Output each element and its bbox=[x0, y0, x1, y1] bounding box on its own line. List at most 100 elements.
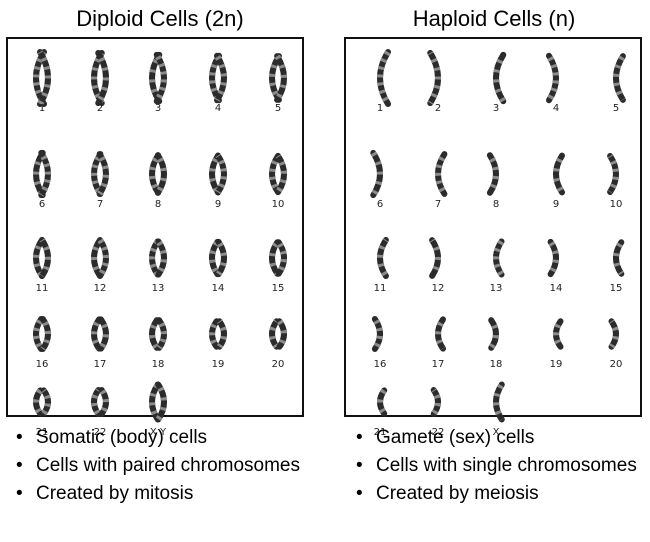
diploid-chromosome-17: 17 bbox=[70, 301, 130, 375]
haploid-chromosome-20: 20 bbox=[586, 301, 646, 375]
haploid-chromosome-graphic-12 bbox=[429, 237, 441, 279]
haploid-chromosome-graphic-5 bbox=[613, 53, 626, 103]
diploid-chromosome-label-8: 8 bbox=[154, 199, 162, 210]
haploid-chromosome-label-10: 10 bbox=[609, 199, 623, 210]
haploid-chromosome-label-3: 3 bbox=[492, 103, 500, 114]
diploid-chromosome-graphic-2 bbox=[91, 49, 109, 107]
diploid-chromosome-graphic-17 bbox=[91, 316, 109, 352]
haploid-chromosome-graphic-2 bbox=[427, 49, 441, 107]
haploid-chromosome-8: 8 bbox=[466, 141, 526, 215]
haploid-karyotype-panel: 1 2 3 4 5 6 7 8 9 10 11 12 13 14 15 16 17 18 19 20 21 22 X bbox=[344, 37, 642, 438]
diploid-bullet-3: Created by mitosis bbox=[10, 480, 310, 508]
diploid-chromosome-graphic-19 bbox=[209, 318, 227, 350]
haploid-chromosome-12: 12 bbox=[408, 225, 468, 299]
haploid-chromosome-label-14: 14 bbox=[549, 283, 563, 294]
diploid-chromosome-label-10: 10 bbox=[271, 199, 285, 210]
haploid-chromosome-label-11: 11 bbox=[373, 283, 387, 294]
haploid-chromosome-graphic-6 bbox=[370, 149, 383, 199]
diploid-chromosome-2: 2 bbox=[70, 45, 130, 119]
haploid-chromosome-5: 5 bbox=[586, 45, 646, 119]
haploid-chromosome-graphic-18 bbox=[488, 317, 499, 351]
diploid-chromosome-label-1: 1 bbox=[38, 103, 46, 114]
haploid-bullet-2: Cells with single chromosomes bbox=[350, 452, 650, 480]
haploid-chromosome-label-13: 13 bbox=[489, 283, 503, 294]
diploid-chromosome-graphic-1 bbox=[33, 49, 51, 107]
haploid-chromosome-graphic-15 bbox=[613, 239, 625, 277]
diploid-chromosome-3: 3 bbox=[128, 45, 188, 119]
haploid-chromosome-19: 19 bbox=[526, 301, 586, 375]
haploid-chromosome-label-17: 17 bbox=[431, 359, 445, 370]
diploid-chromosome-graphic-18 bbox=[149, 317, 167, 351]
diploid-title: Diploid Cells (2n) bbox=[76, 6, 244, 31]
diploid-chromosome-20: 20 bbox=[248, 301, 308, 375]
diploid-chromosome-13: 13 bbox=[128, 225, 188, 299]
diploid-karyotype-panel: 1 2 3 4 5 6 7 8 9 10 11 12 13 14 15 16 17 18 19 20 21 22 X Y bbox=[6, 37, 304, 438]
haploid-chromosome-label-1: 1 bbox=[376, 103, 384, 114]
diploid-chromosome-label-16: 16 bbox=[35, 359, 49, 370]
diploid-chromosome-label-20: 20 bbox=[271, 359, 285, 370]
diploid-chromosome-graphic-11 bbox=[33, 236, 51, 280]
diploid-chromosome-graphic-12 bbox=[91, 237, 109, 279]
haploid-chromosome-18: 18 bbox=[466, 301, 526, 375]
diploid-chromosome-14: 14 bbox=[188, 225, 248, 299]
diploid-chromosome-graphic-9 bbox=[209, 152, 227, 196]
diploid-chromosome-16: 16 bbox=[12, 301, 72, 375]
diploid-chromosome-graphic-23 bbox=[149, 381, 167, 423]
diploid-bullet-1: Somatic (body) cells bbox=[10, 424, 310, 452]
haploid-chromosome-graphic-9 bbox=[553, 152, 565, 196]
diploid-chromosome-graphic-3 bbox=[149, 51, 167, 105]
haploid-chromosome-graphic-10 bbox=[607, 152, 619, 196]
diploid-chromosome-graphic-21 bbox=[33, 387, 51, 417]
diploid-chromosome-graphic-15 bbox=[269, 239, 287, 277]
diploid-chromosome-graphic-22 bbox=[91, 387, 109, 417]
diploid-bullet-list: Somatic (body) cells Cells with paired c… bbox=[10, 424, 310, 508]
haploid-chromosome-10: 10 bbox=[586, 141, 646, 215]
diploid-chromosome-label-9: 9 bbox=[214, 199, 222, 210]
diploid-chromosome-15: 15 bbox=[248, 225, 308, 299]
diploid-chromosome-label-7: 7 bbox=[96, 199, 104, 210]
diploid-chromosome-graphic-20 bbox=[269, 318, 287, 350]
diploid-chromosome-graphic-5 bbox=[269, 53, 287, 103]
haploid-chromosome-graphic-7 bbox=[435, 151, 448, 197]
haploid-title: Haploid Cells (n) bbox=[412, 6, 576, 31]
diploid-chromosome-5: 5 bbox=[248, 45, 308, 119]
diploid-chromosome-label-19: 19 bbox=[211, 359, 225, 370]
diploid-chromosome-8: 8 bbox=[128, 141, 188, 215]
haploid-chromosome-label-5: 5 bbox=[612, 103, 620, 114]
haploid-chromosome-graphic-11 bbox=[377, 236, 389, 280]
haploid-chromosome-label-7: 7 bbox=[434, 199, 442, 210]
haploid-chromosome-3: 3 bbox=[466, 45, 526, 119]
diploid-chromosome-label-5: 5 bbox=[274, 103, 282, 114]
diploid-chromosome-graphic-13 bbox=[149, 238, 167, 278]
haploid-chromosome-graphic-3 bbox=[493, 51, 507, 105]
haploid-bullet-1: Gamete (sex) cells bbox=[350, 424, 650, 452]
haploid-chromosome-label-15: 15 bbox=[609, 283, 623, 294]
haploid-chromosome-11: 11 bbox=[350, 225, 410, 299]
haploid-chromosome-13: 13 bbox=[466, 225, 526, 299]
diploid-chromosome-6: 6 bbox=[12, 141, 72, 215]
haploid-chromosome-6: 6 bbox=[350, 141, 410, 215]
haploid-chromosome-graphic-4 bbox=[546, 52, 559, 104]
diploid-chromosome-graphic-14 bbox=[209, 238, 227, 278]
haploid-chromosome-label-20: 20 bbox=[609, 359, 623, 370]
haploid-chromosome-7: 7 bbox=[408, 141, 468, 215]
diploid-chromosome-label-18: 18 bbox=[151, 359, 165, 370]
haploid-chromosome-graphic-23 bbox=[493, 381, 505, 423]
diploid-chromosome-graphic-8 bbox=[149, 152, 167, 196]
haploid-chromosome-label-6: 6 bbox=[376, 199, 384, 210]
haploid-chromosome-label-4: 4 bbox=[552, 103, 560, 114]
haploid-chromosome-label-9: 9 bbox=[552, 199, 560, 210]
diploid-chromosome-10: 10 bbox=[248, 141, 308, 215]
haploid-chromosome-label-8: 8 bbox=[492, 199, 500, 210]
diploid-chromosome-label-15: 15 bbox=[271, 283, 285, 294]
diploid-chromosome-graphic-10 bbox=[269, 152, 287, 196]
diploid-chromosome-12: 12 bbox=[70, 225, 130, 299]
haploid-chromosome-label-16: 16 bbox=[373, 359, 387, 370]
haploid-chromosome-17: 17 bbox=[408, 301, 468, 375]
haploid-chromosome-9: 9 bbox=[526, 141, 586, 215]
diploid-chromosome-graphic-4 bbox=[209, 52, 227, 104]
diploid-chromosome-7: 7 bbox=[70, 141, 130, 215]
haploid-chromosome-graphic-20 bbox=[608, 318, 619, 350]
diploid-chromosome-label-3: 3 bbox=[154, 103, 162, 114]
diploid-chromosome-9: 9 bbox=[188, 141, 248, 215]
